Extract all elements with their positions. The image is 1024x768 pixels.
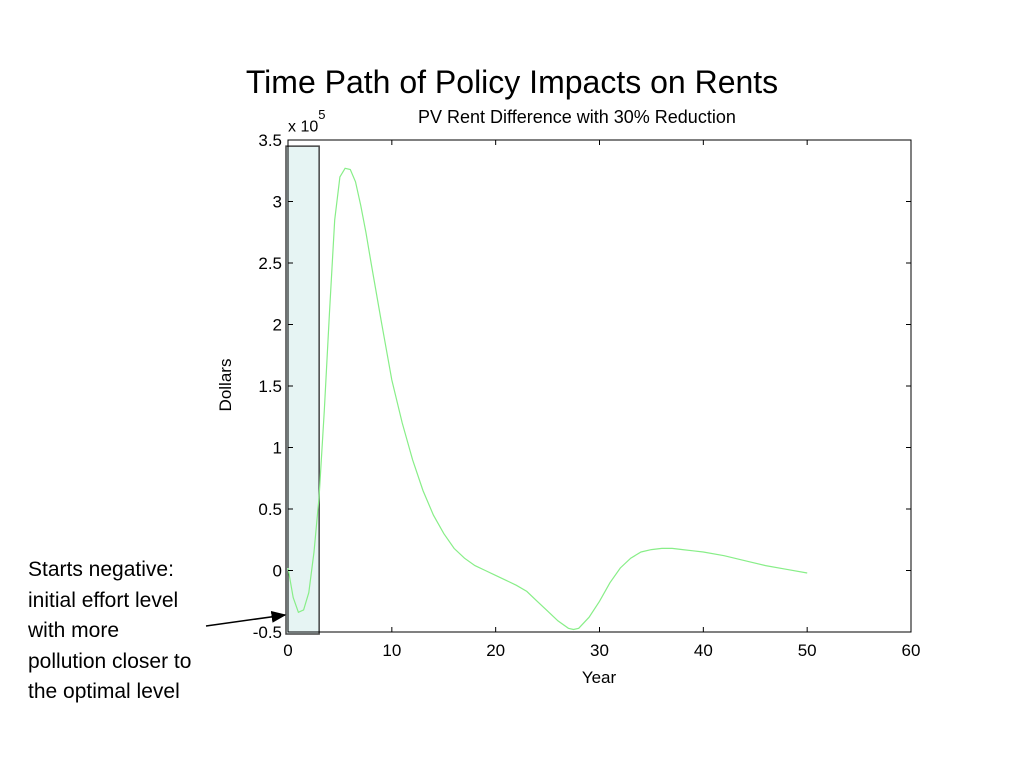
y-tick-label: 2.5 [258,254,282,273]
slide-title: Time Path of Policy Impacts on Rents [245,64,779,100]
x-tick-label: 30 [590,641,609,660]
series-line [287,167,808,631]
x-tick-label: 0 [283,641,292,660]
plot-frame [287,139,912,633]
annotation-line: initial effort level [28,588,179,612]
multiplier-exponent: 5 [318,107,326,122]
annotation-line: with more [28,619,120,642]
y-tick-label: 1.5 [258,377,282,396]
annotation-arrow [205,610,287,627]
y-tick-label: 2 [273,316,282,335]
x-tick-label: 20 [486,641,505,660]
annotation-text: Starts negative: initial effort level wi… [28,555,238,708]
plot-title: PV Rent Difference with 30% Reduction [418,107,736,127]
y-tick-label: -0.5 [253,623,282,642]
y-tick-label: 3.5 [258,131,282,150]
y-tick-label: 0 [273,562,282,581]
annotation-line: the optimal level [28,680,180,703]
x-tick-label: 50 [798,641,817,660]
y-tick-label: 3 [273,193,282,212]
y-tick-label: 0.5 [258,500,282,519]
y-tick-label: 1 [273,439,282,458]
highlight-region [285,145,320,635]
y-axis-multiplier: x 105 [288,107,325,136]
x-tick-label: 40 [694,641,713,660]
multiplier-base: x 10 [288,118,319,136]
x-tick-label: 10 [382,641,401,660]
annotation-line: pollution closer to [28,649,192,673]
annotation-line: Starts negative: [28,558,174,581]
x-axis-label: Year [581,668,617,687]
x-tick-label: 60 [902,641,921,660]
